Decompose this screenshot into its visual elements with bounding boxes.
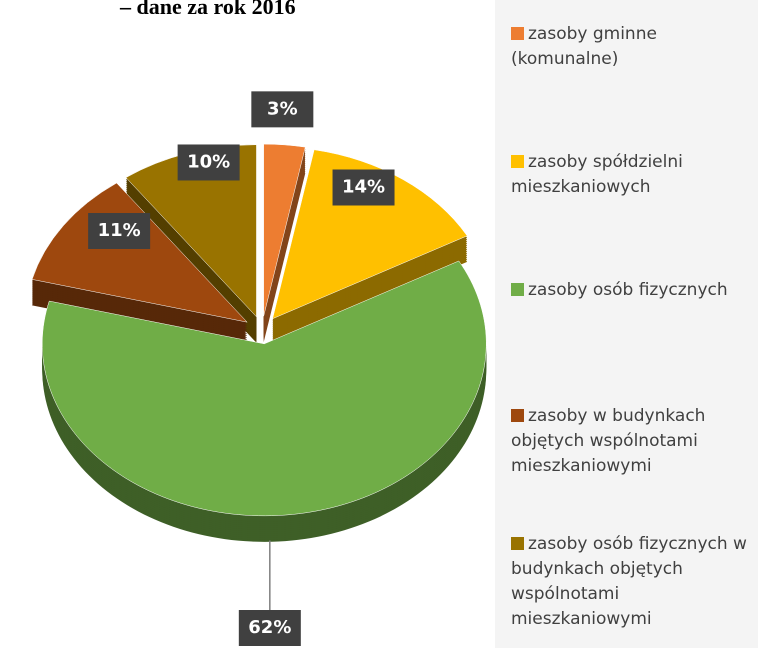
slice [42, 260, 487, 517]
data-label-box [88, 212, 151, 249]
legend-item: zasoby osób fizycznych [511, 278, 751, 303]
legend-swatch [511, 283, 524, 296]
data-label-box [251, 91, 314, 128]
data-label: 14% [342, 176, 385, 197]
data-label-box [177, 144, 240, 181]
legend-item: zasoby osób fizycznych w budynkach objęt… [511, 532, 751, 632]
data-label: 10% [187, 151, 230, 172]
data-label-box [238, 610, 301, 646]
legend-label: zasoby w budynkach objętych wspólnotami … [511, 406, 706, 476]
slice [272, 149, 468, 320]
data-label: 3% [267, 98, 298, 119]
data-label: 11% [98, 220, 141, 241]
legend: zasoby gminne (komunalne) zasoby spółdzie… [495, 0, 758, 648]
legend-label: zasoby spółdzielni mieszkaniowych [511, 152, 683, 197]
slice [31, 182, 248, 323]
legend-label: zasoby osób fizycznych w budynkach objęt… [511, 534, 747, 629]
data-label: 62% [248, 617, 291, 638]
legend-item: zasoby spółdzielni mieszkaniowych [511, 150, 751, 200]
chart-title: – dane za rok 2016 [119, 0, 296, 19]
pie [31, 143, 487, 542]
data-label-box [332, 169, 395, 206]
legend-label: zasoby osób fizycznych [528, 280, 728, 300]
legend-label: zasoby gminne (komunalne) [511, 24, 657, 69]
legend-item: zasoby w budynkach objętych wspólnotami … [511, 404, 751, 479]
legend-swatch [511, 537, 524, 550]
legend-swatch [511, 409, 524, 422]
chart: – dane za rok 2016 3% 14% 62% 11% 10% [31, 0, 487, 646]
legend-item: zasoby gminne (komunalne) [511, 22, 751, 72]
slice [263, 143, 306, 317]
legend-swatch [511, 155, 524, 168]
legend-swatch [511, 27, 524, 40]
